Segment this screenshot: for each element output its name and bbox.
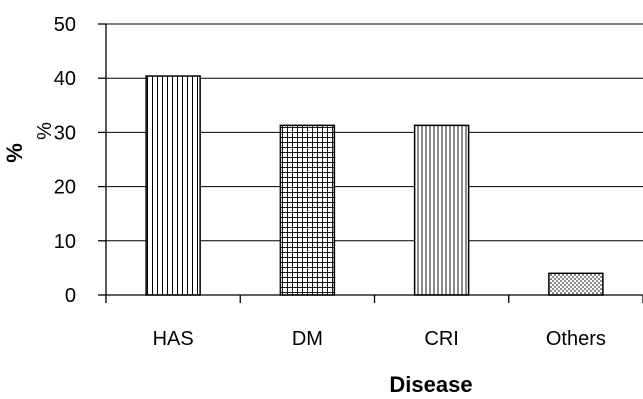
bar-others [548,272,604,296]
x-category-label: HAS [153,328,194,350]
y-axis-title: % [2,143,27,163]
bar-dm [279,124,336,296]
bars [145,75,604,296]
y-tick-label: 10 [54,231,76,253]
y-tick-label: 40 [54,68,76,90]
x-category-label: DM [292,328,323,350]
y-tick-label: 50 [54,14,76,36]
y-tick-label: 20 [54,177,76,199]
x-category-label: Others [546,328,606,350]
y-tick-label: 30 [54,122,76,144]
ticks: 0 10 20 30 40 50 HAS DM CRI Others [54,14,643,350]
x-category-label: CRI [424,328,458,350]
bar-has [145,75,201,296]
x-axis-title: Disease [389,372,472,397]
y-tick-label: 0 [65,285,76,307]
bar-cri [413,124,470,296]
y-axis-overlay-label: % [34,122,56,140]
